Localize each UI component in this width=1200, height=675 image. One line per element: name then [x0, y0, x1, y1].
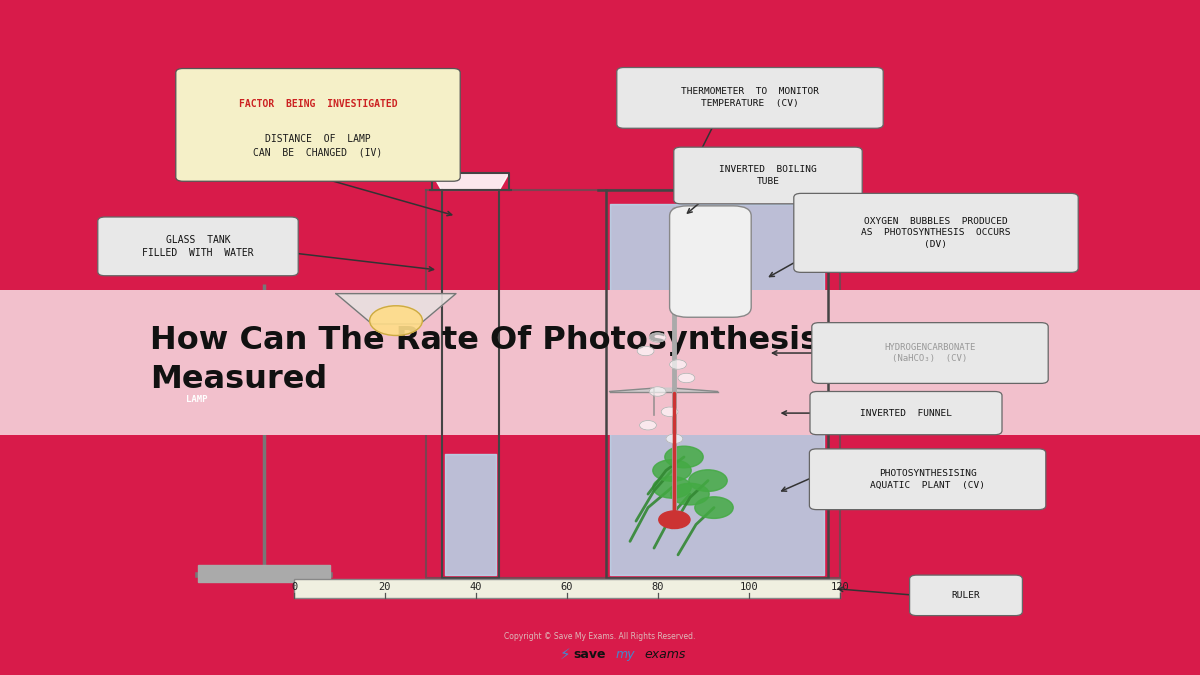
Text: 120: 120	[830, 583, 850, 592]
FancyBboxPatch shape	[176, 69, 461, 182]
Circle shape	[665, 446, 703, 468]
Circle shape	[671, 483, 709, 505]
Circle shape	[666, 434, 683, 443]
Polygon shape	[198, 565, 330, 582]
FancyBboxPatch shape	[0, 290, 1200, 435]
Text: 100: 100	[739, 583, 758, 592]
Circle shape	[653, 477, 691, 498]
Text: 40: 40	[469, 583, 482, 592]
Text: my: my	[616, 648, 635, 662]
Text: How Can The Rate Of Photosynthesis Be
Measured: How Can The Rate Of Photosynthesis Be Me…	[150, 325, 876, 395]
Text: INVERTED  BOILING
TUBE: INVERTED BOILING TUBE	[719, 165, 817, 186]
Circle shape	[670, 360, 686, 369]
Circle shape	[370, 306, 422, 335]
Circle shape	[653, 460, 691, 481]
Circle shape	[689, 470, 727, 491]
Circle shape	[661, 407, 678, 416]
Text: FACTOR  BEING  INVESTIGATED: FACTOR BEING INVESTIGATED	[239, 99, 397, 109]
Text: 80: 80	[652, 583, 665, 592]
Circle shape	[695, 497, 733, 518]
Text: save: save	[574, 648, 606, 662]
FancyBboxPatch shape	[670, 206, 751, 317]
Text: PHOTOSYNTHESISING
AQUATIC  PLANT  (CV): PHOTOSYNTHESISING AQUATIC PLANT (CV)	[870, 469, 985, 489]
FancyBboxPatch shape	[617, 68, 883, 128]
Polygon shape	[432, 173, 509, 190]
FancyBboxPatch shape	[674, 147, 863, 204]
Text: THERMOMETER  TO  MONITOR
TEMPERATURE  (CV): THERMOMETER TO MONITOR TEMPERATURE (CV)	[682, 88, 818, 108]
Text: LAMP: LAMP	[186, 395, 208, 404]
FancyBboxPatch shape	[910, 575, 1022, 616]
Circle shape	[637, 346, 654, 356]
Circle shape	[649, 333, 666, 342]
Circle shape	[659, 511, 690, 529]
Text: INVERTED  FUNNEL: INVERTED FUNNEL	[860, 408, 952, 418]
FancyBboxPatch shape	[809, 449, 1046, 510]
Text: 0: 0	[290, 583, 298, 592]
FancyBboxPatch shape	[810, 392, 1002, 435]
Text: OXYGEN  BUBBLES  PRODUCED
AS  PHOTOSYNTHESIS  OCCURS
(DV): OXYGEN BUBBLES PRODUCED AS PHOTOSYNTHESI…	[862, 217, 1010, 249]
Text: Copyright © Save My Exams. All Rights Reserved.: Copyright © Save My Exams. All Rights Re…	[504, 632, 696, 641]
FancyBboxPatch shape	[294, 579, 840, 598]
Polygon shape	[336, 294, 456, 324]
FancyBboxPatch shape	[98, 217, 298, 275]
Text: GLASS  TANK
FILLED  WITH  WATER: GLASS TANK FILLED WITH WATER	[142, 235, 254, 258]
FancyBboxPatch shape	[811, 323, 1049, 383]
Text: HYDROGENCARBONATE
(NaHCO₃)  (CV): HYDROGENCARBONATE (NaHCO₃) (CV)	[884, 343, 976, 363]
FancyBboxPatch shape	[794, 193, 1079, 272]
Polygon shape	[610, 388, 718, 391]
Text: ⚡: ⚡	[559, 647, 570, 662]
Circle shape	[649, 387, 666, 396]
Text: RULER: RULER	[952, 591, 980, 600]
Text: exams: exams	[644, 648, 685, 662]
Text: DISTANCE  OF  LAMP
CAN  BE  CHANGED  (IV): DISTANCE OF LAMP CAN BE CHANGED (IV)	[253, 134, 383, 157]
Circle shape	[640, 421, 656, 430]
Text: 20: 20	[379, 583, 391, 592]
Text: 60: 60	[560, 583, 574, 592]
Circle shape	[678, 373, 695, 383]
